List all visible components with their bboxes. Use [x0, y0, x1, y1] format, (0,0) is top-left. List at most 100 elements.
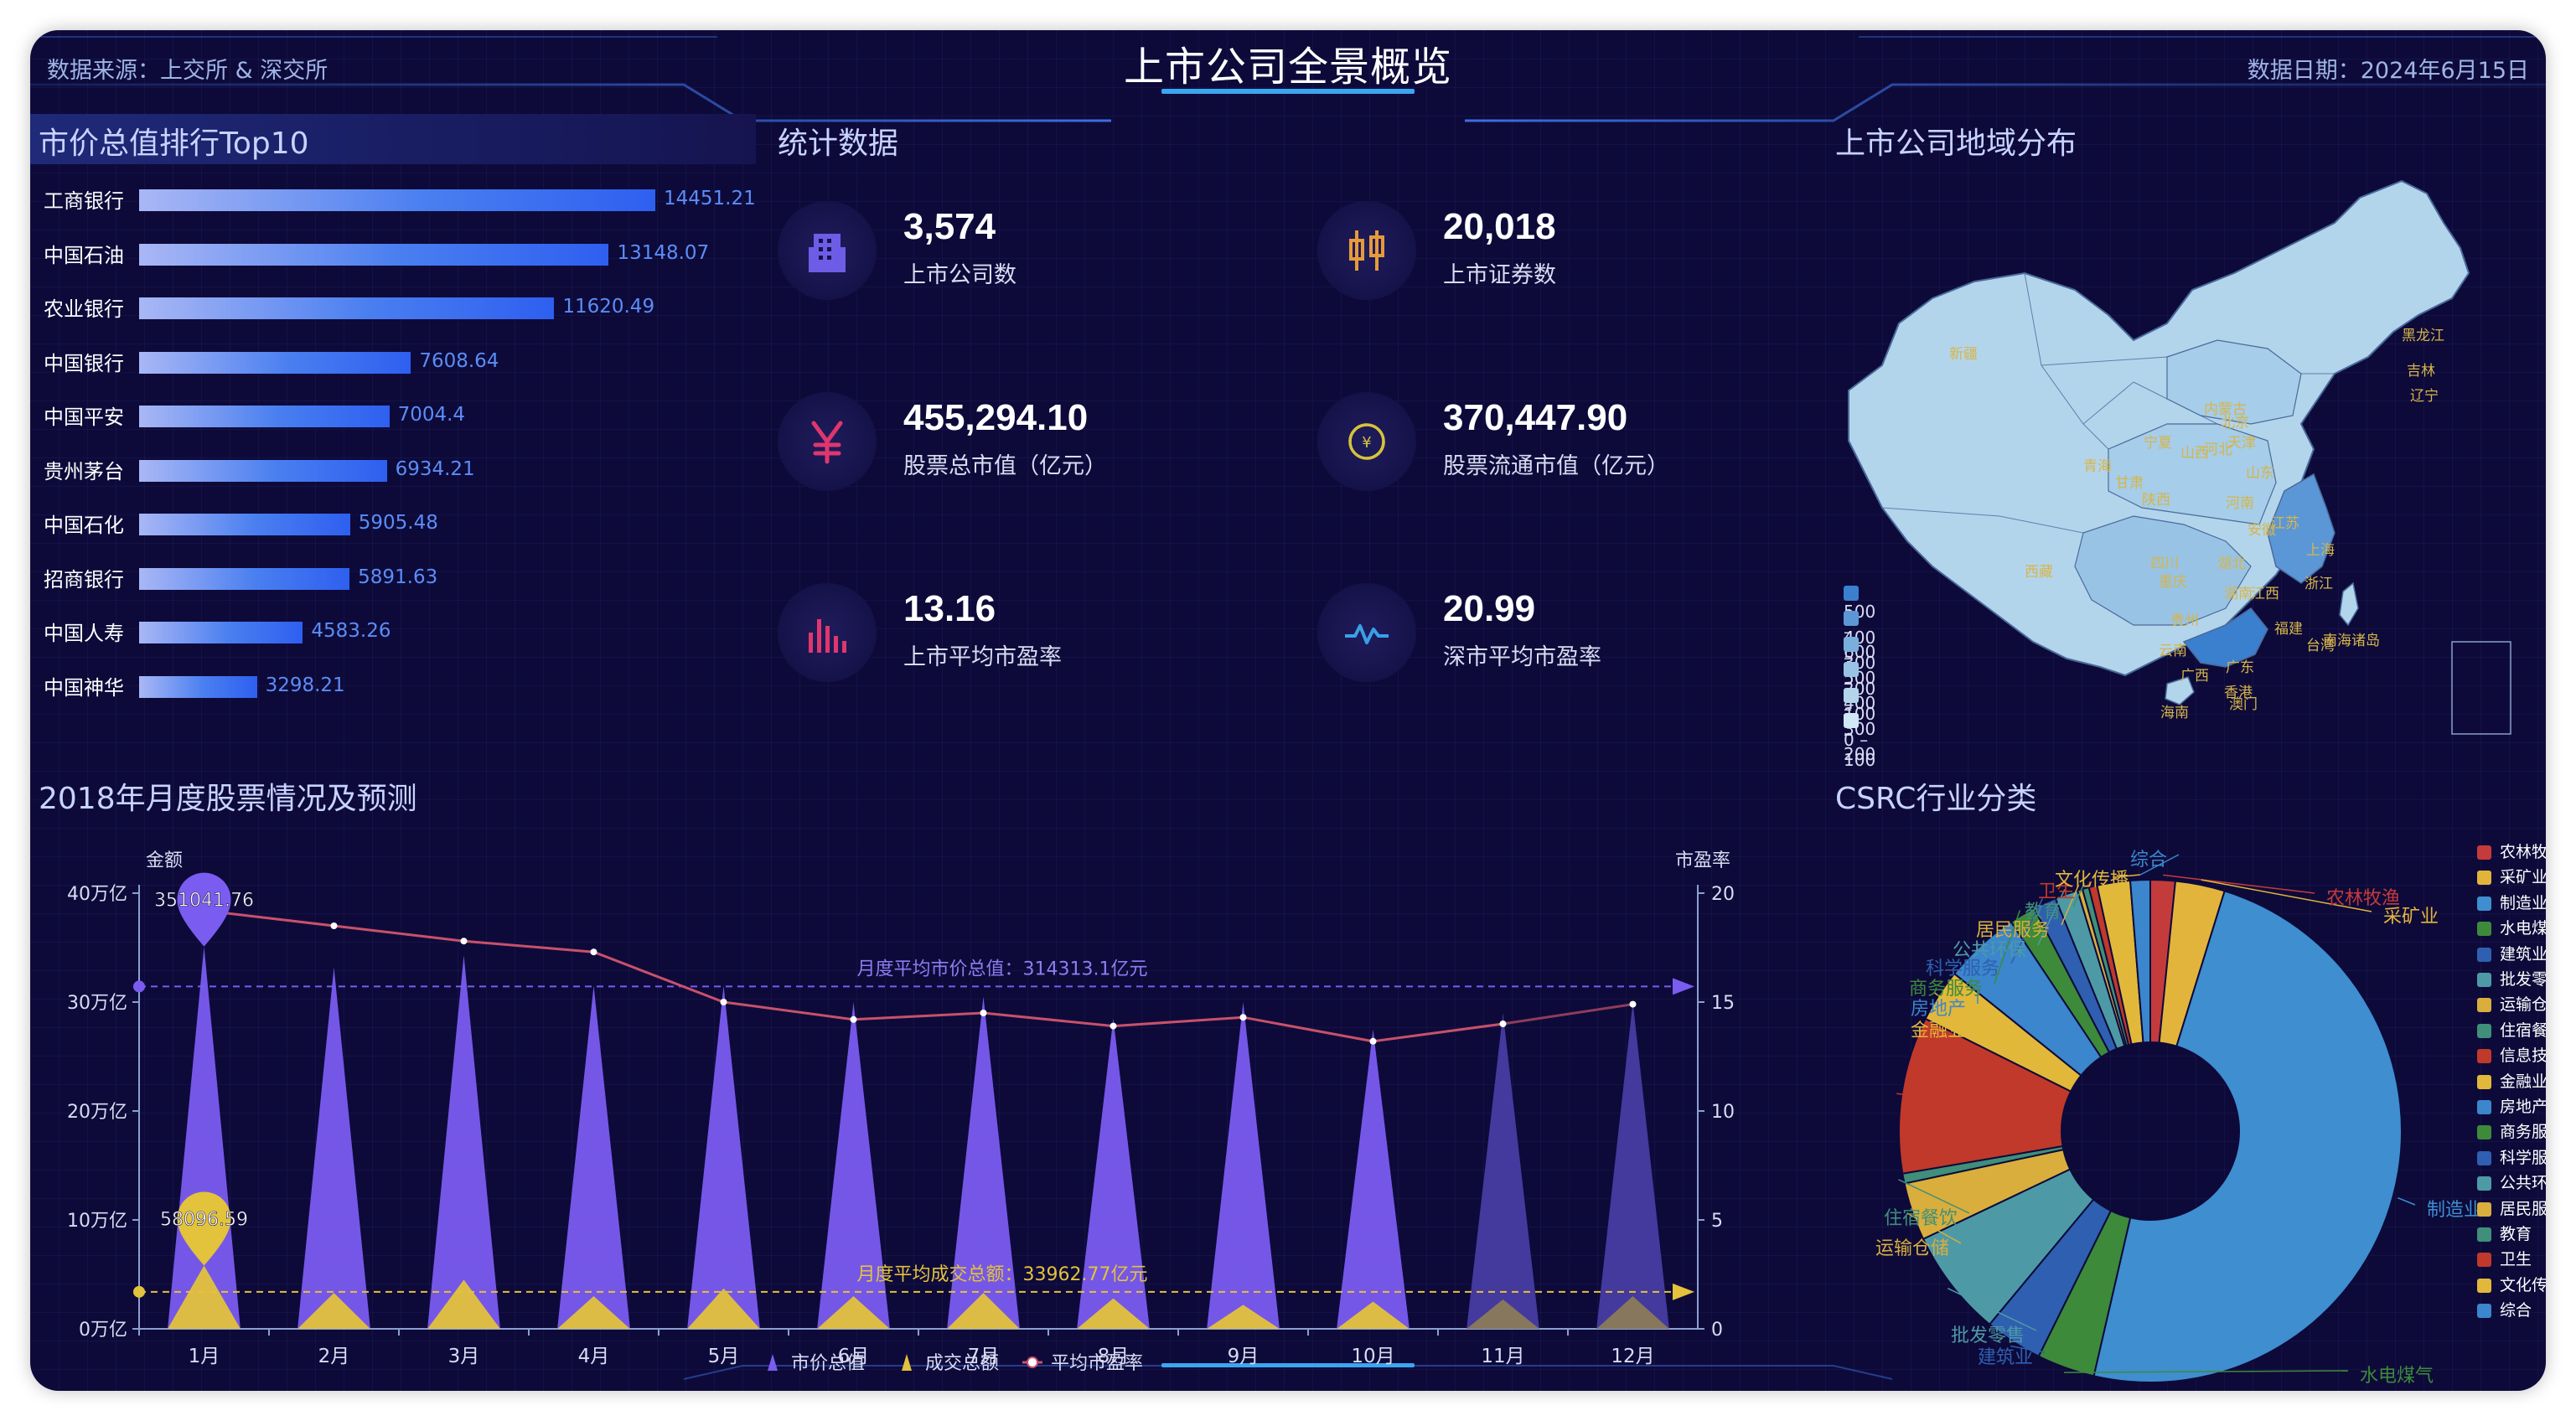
pie-callout-label[interactable]: 文化传播 — [2054, 870, 2129, 891]
province-label[interactable]: 云南 — [2159, 643, 2187, 659]
province-label[interactable]: 西藏 — [2025, 564, 2053, 581]
pe-point[interactable] — [1239, 1014, 1247, 1021]
value-triangle[interactable] — [1077, 1018, 1150, 1330]
pie-callout-label[interactable]: 采矿业 — [2383, 907, 2439, 928]
top10-row[interactable]: 农业银行 11620.49 — [44, 291, 781, 324]
max-value-markpoint[interactable] — [177, 872, 231, 947]
pe-point[interactable] — [330, 922, 338, 929]
pie-callout-label[interactable]: 批发零售 — [1950, 1325, 2025, 1346]
province-label[interactable]: 江苏 — [2271, 515, 2299, 532]
pie-callout-label[interactable]: 卫生 — [2037, 881, 2075, 902]
industry-legend-item[interactable]: 房地产 — [2477, 1094, 2546, 1117]
industry-legend-item[interactable]: 居民服务 — [2477, 1196, 2546, 1219]
province-label[interactable]: 贵州 — [2170, 612, 2199, 629]
pe-point[interactable] — [720, 999, 727, 1005]
province-label[interactable]: 北京 — [2221, 415, 2249, 431]
industry-legend-item[interactable]: 科学服务 — [2477, 1145, 2546, 1168]
map-legend-item[interactable]: 0 – 100 — [1844, 710, 1875, 770]
industry-legend-item[interactable]: 运输仓储 — [2477, 992, 2546, 1015]
industry-legend-item[interactable]: 综合 — [2477, 1298, 2532, 1320]
value-triangle[interactable] — [1466, 1013, 1539, 1329]
value-triangle[interactable] — [817, 1002, 890, 1329]
pie-callout-label[interactable]: 运输仓储 — [1875, 1238, 1949, 1259]
province-label[interactable]: 浙江 — [2304, 576, 2333, 592]
trade-triangle[interactable] — [168, 1265, 241, 1329]
trade-triangle[interactable] — [817, 1296, 890, 1329]
value-triangle[interactable] — [427, 955, 500, 1329]
province-label[interactable]: 香港 — [2224, 685, 2253, 701]
industry-legend-item[interactable]: 农林牧渔 — [2477, 840, 2546, 862]
trade-triangle[interactable] — [1207, 1305, 1280, 1329]
top10-row[interactable]: 中国人寿 4583.26 — [44, 615, 781, 648]
province-label[interactable]: 海南 — [2160, 705, 2189, 721]
pie-callout-label[interactable]: 建筑业 — [1977, 1347, 2033, 1368]
province-label[interactable]: 吉林 — [2407, 363, 2435, 380]
industry-legend-item[interactable]: 文化传播 — [2477, 1273, 2546, 1295]
industry-legend-item[interactable]: 水电煤气 — [2477, 916, 2546, 938]
industry-legend-item[interactable]: 教育 — [2477, 1222, 2532, 1244]
province-label[interactable]: 甘肃 — [2115, 475, 2144, 492]
pie-callout-label[interactable]: 科学服务 — [1925, 959, 1999, 979]
province-label[interactable]: 新疆 — [1949, 346, 1978, 363]
value-triangle[interactable] — [297, 967, 370, 1329]
pie-callout-label[interactable]: 综合 — [2129, 850, 2167, 871]
province-label[interactable]: 河北 — [2204, 442, 2232, 458]
province-label[interactable]: 山东 — [2246, 465, 2274, 482]
pie-callout-label[interactable]: 住宿餐饮 — [1883, 1208, 1958, 1229]
top10-row[interactable]: 中国石化 5905.48 — [44, 507, 781, 540]
pe-point[interactable] — [1499, 1021, 1507, 1027]
monthly-legend-item[interactable]: 市价总值 — [768, 1353, 865, 1374]
province-label[interactable]: 湖北 — [2217, 555, 2246, 572]
province-label[interactable]: 江西 — [2251, 586, 2279, 602]
pie-callout-label[interactable]: 金融业 — [1910, 1021, 1966, 1041]
pe-point[interactable] — [590, 948, 597, 956]
industry-legend-item[interactable]: 商务服务 — [2477, 1119, 2546, 1142]
top10-row[interactable]: 工商银行 14451.21 — [44, 183, 781, 216]
industry-legend-item[interactable]: 建筑业 — [2477, 942, 2546, 964]
pie-callout-label[interactable]: 农林牧渔 — [2326, 888, 2401, 909]
province-label[interactable]: 广东 — [2226, 659, 2254, 676]
pie-callout-label[interactable]: 房地产 — [1910, 999, 1966, 1020]
trade-triangle[interactable] — [1337, 1301, 1410, 1330]
top10-row[interactable]: 中国平安 7004.4 — [44, 399, 781, 432]
province-label[interactable]: 重庆 — [2159, 574, 2187, 591]
trade-triangle[interactable] — [1077, 1298, 1150, 1329]
province-label[interactable]: 辽宁 — [2410, 388, 2439, 405]
trade-triangle[interactable] — [1596, 1296, 1669, 1329]
top10-row[interactable]: 贵州茅台 6934.21 — [44, 453, 781, 487]
pie-callout-label[interactable]: 水电煤气 — [2360, 1366, 2434, 1387]
monthly-legend-item[interactable]: 成交总额 — [902, 1353, 999, 1374]
value-triangle[interactable] — [1596, 1002, 1669, 1329]
industry-pie-chart[interactable] — [1823, 809, 2477, 1391]
pie-slice[interactable] — [1898, 1017, 2072, 1175]
province-label[interactable]: 上海 — [2306, 542, 2335, 559]
province-label[interactable]: 台湾 — [2306, 638, 2335, 654]
trade-triangle[interactable] — [1466, 1299, 1539, 1329]
province-label[interactable]: 安徽 — [2248, 522, 2276, 539]
pe-point[interactable] — [1110, 1022, 1117, 1030]
industry-legend-item[interactable]: 信息技术 — [2477, 1043, 2546, 1066]
trade-triangle[interactable] — [297, 1293, 370, 1329]
trade-triangle[interactable] — [687, 1288, 760, 1329]
pe-point[interactable] — [980, 1010, 987, 1016]
industry-legend-item[interactable]: 制造业 — [2477, 891, 2546, 913]
industry-legend-item[interactable]: 公共环保 — [2477, 1170, 2546, 1193]
industry-legend-item[interactable]: 批发零售 — [2477, 967, 2546, 990]
pie-callout-label[interactable]: 技术 — [1927, 1098, 1964, 1119]
pe-point[interactable] — [1629, 1000, 1637, 1008]
province-label[interactable]: 福建 — [2274, 621, 2303, 638]
top10-row[interactable]: 中国石油 13148.07 — [44, 237, 781, 271]
pie-callout-label[interactable]: 商务服务 — [1908, 979, 1983, 1000]
trade-triangle[interactable] — [427, 1279, 500, 1330]
pe-point[interactable] — [460, 938, 468, 945]
value-triangle[interactable] — [1337, 1029, 1410, 1330]
map-legend-item[interactable]: 200 – 300 — [1844, 659, 1875, 739]
pie-callout-label[interactable]: 居民服务 — [1975, 920, 2050, 941]
map-legend-item[interactable]: 500 – 600 — [1844, 581, 1875, 662]
province-label[interactable]: 南海诸岛 — [2323, 633, 2380, 649]
industry-legend-item[interactable]: 卫生 — [2477, 1247, 2532, 1269]
province-label[interactable]: 澳门 — [2229, 696, 2258, 713]
industry-legend-item[interactable]: 住宿餐饮 — [2477, 1018, 2546, 1041]
province-label[interactable]: 内蒙古 — [2204, 401, 2247, 418]
province-label[interactable]: 湖南 — [2224, 586, 2253, 602]
